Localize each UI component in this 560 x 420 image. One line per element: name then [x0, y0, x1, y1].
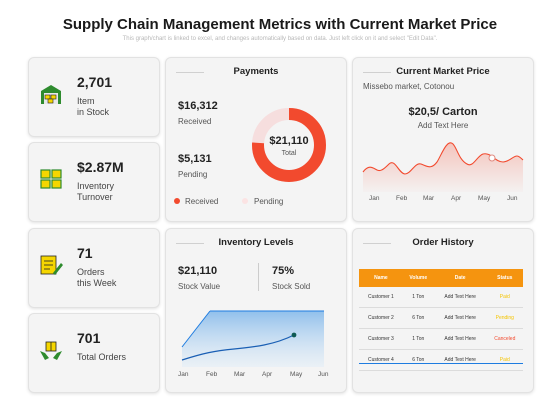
- table-row[interactable]: Customer 1 1 Ton Add Text Here Paid: [359, 287, 523, 308]
- checklist-pen-icon: [40, 255, 63, 275]
- inventory-area: [182, 311, 324, 367]
- inventory-x-label: May: [290, 371, 303, 378]
- panel-title: Payments: [233, 66, 279, 77]
- inventory-x-label: Jun: [318, 371, 329, 378]
- kpi-card-orders-this-week[interactable]: 71 Orders this Week: [28, 228, 160, 308]
- customer-name: Customer 4: [359, 349, 403, 371]
- order-volume: 6 Ton: [402, 349, 434, 371]
- received-label: Received: [178, 117, 212, 126]
- order-history-table: Name Volume Date Status Customer 1 1 Ton…: [359, 269, 523, 371]
- column-header: Date: [433, 269, 487, 287]
- market-price-value: $20,5/ Carton: [408, 106, 478, 118]
- inventory-x-label: Feb: [206, 371, 218, 378]
- inventory-x-label: Mar: [234, 371, 246, 378]
- hands-box-icon: [40, 341, 62, 360]
- stats-divider: [258, 263, 259, 291]
- table-row[interactable]: Customer 3 1 Ton Add Text Here Canceled: [359, 328, 523, 350]
- kpi-label: Inventory Turnover: [77, 181, 115, 202]
- market-x-label: May: [478, 195, 491, 202]
- boxes-icon: [40, 169, 62, 189]
- donut-center-value: $21,110: [269, 135, 309, 147]
- market-x-label: Jun: [507, 195, 518, 202]
- order-date: Add Text Here: [433, 307, 487, 329]
- warehouse-icon: [41, 85, 61, 104]
- inventory-area-left: [181, 310, 211, 348]
- column-header: Volume: [402, 269, 434, 287]
- panel-title: Order History: [412, 237, 474, 248]
- kpi-label: Orders this Week: [77, 267, 117, 288]
- page-title: Supply Chain Management Metrics with Cur…: [62, 16, 498, 33]
- market-price-note: Add Text Here: [417, 121, 469, 130]
- payments-panel: Payments $16,312 Received $5,131 Pending…: [165, 57, 347, 222]
- title-divider-left: [363, 72, 391, 73]
- legend-received-label: Received: [185, 197, 219, 206]
- kpi-value: 2,701: [77, 74, 113, 90]
- legend-pending-dot: [242, 198, 248, 204]
- order-volume: 1 Ton: [402, 328, 434, 350]
- order-date: Add Text Here: [433, 328, 487, 350]
- order-volume: 1 Ton: [402, 287, 434, 308]
- order-status: Canceled: [486, 328, 523, 350]
- kpi-card-item-in-stock[interactable]: 2,701 Item in Stock: [28, 57, 160, 137]
- kpi-value: 701: [77, 330, 101, 346]
- table-bottom-rule: [359, 363, 523, 364]
- table-row[interactable]: Customer 4 6 Ton Add Text Here Paid: [359, 349, 523, 371]
- stock-value-label: Stock Value: [178, 282, 221, 291]
- column-header: Name: [359, 269, 403, 287]
- column-header: Status: [486, 269, 523, 287]
- order-date: Add Text Here: [433, 349, 487, 371]
- title-divider-left: [176, 243, 204, 244]
- kpi-value: $2.87M: [77, 159, 124, 175]
- inventory-levels-panel: Inventory Levels $21,110 Stock Value 75%…: [165, 228, 347, 393]
- stock-sold-label: Stock Sold: [272, 282, 311, 291]
- title-divider-left: [176, 72, 204, 73]
- customer-name: Customer 2: [359, 307, 403, 329]
- panel-title: Inventory Levels: [218, 237, 294, 248]
- legend-pending-label: Pending: [254, 197, 284, 206]
- market-price-marker: [488, 154, 496, 162]
- kpi-card-inventory-turnover[interactable]: $2.87M Inventory Turnover: [28, 142, 160, 222]
- market-price-panel: Current Market Price Missebo market, Cot…: [352, 57, 534, 222]
- market-price-line: [362, 142, 524, 175]
- pending-value: $5,131: [178, 153, 212, 165]
- inventory-marker: [291, 332, 297, 338]
- panel-title: Current Market Price: [396, 66, 490, 77]
- order-volume: 6 Ton: [402, 307, 434, 329]
- inventory-line: [181, 334, 295, 361]
- donut-center-label: Total: [281, 150, 297, 157]
- received-value: $16,312: [178, 100, 218, 112]
- market-price-area: [363, 142, 523, 192]
- kpi-label: Item in Stock: [77, 96, 110, 117]
- donut-received-arc: [252, 108, 326, 182]
- customer-name: Customer 1: [359, 287, 403, 308]
- customer-name: Customer 3: [359, 328, 403, 350]
- inventory-x-label: Apr: [262, 371, 273, 378]
- market-x-label: Mar: [423, 195, 435, 202]
- order-status: Paid: [486, 287, 523, 308]
- market-x-label: Apr: [451, 195, 462, 202]
- legend-received-dot: [174, 198, 180, 204]
- kpi-value: 71: [77, 245, 93, 261]
- payments-donut-chart: [252, 108, 326, 182]
- title-divider-left: [363, 243, 391, 244]
- inventory-area-chart: [181, 310, 324, 367]
- market-x-label: Feb: [396, 195, 408, 202]
- market-location: Missebo market, Cotonou: [363, 82, 455, 91]
- pending-label: Pending: [178, 170, 208, 179]
- table-row[interactable]: Customer 2 6 Ton Add Text Here Pending: [359, 307, 523, 329]
- table-header-row: Name Volume Date Status: [359, 269, 523, 287]
- inventory-x-label: Jan: [178, 371, 189, 378]
- market-price-line-chart: [362, 142, 524, 192]
- order-status: Pending: [486, 307, 523, 329]
- page-subtitle: This graph/chart is linked to excel, and…: [122, 36, 438, 42]
- kpi-card-total-orders[interactable]: 701 Total Orders: [28, 313, 160, 393]
- stock-value: $21,110: [178, 265, 218, 277]
- market-x-label: Jan: [369, 195, 380, 202]
- order-history-panel: Order History Name Volume Date Status Cu…: [352, 228, 534, 393]
- order-status: Paid: [486, 349, 523, 371]
- stock-sold-value: 75%: [272, 265, 295, 277]
- kpi-label: Total Orders: [77, 352, 127, 362]
- order-date: Add Text Here: [433, 287, 487, 308]
